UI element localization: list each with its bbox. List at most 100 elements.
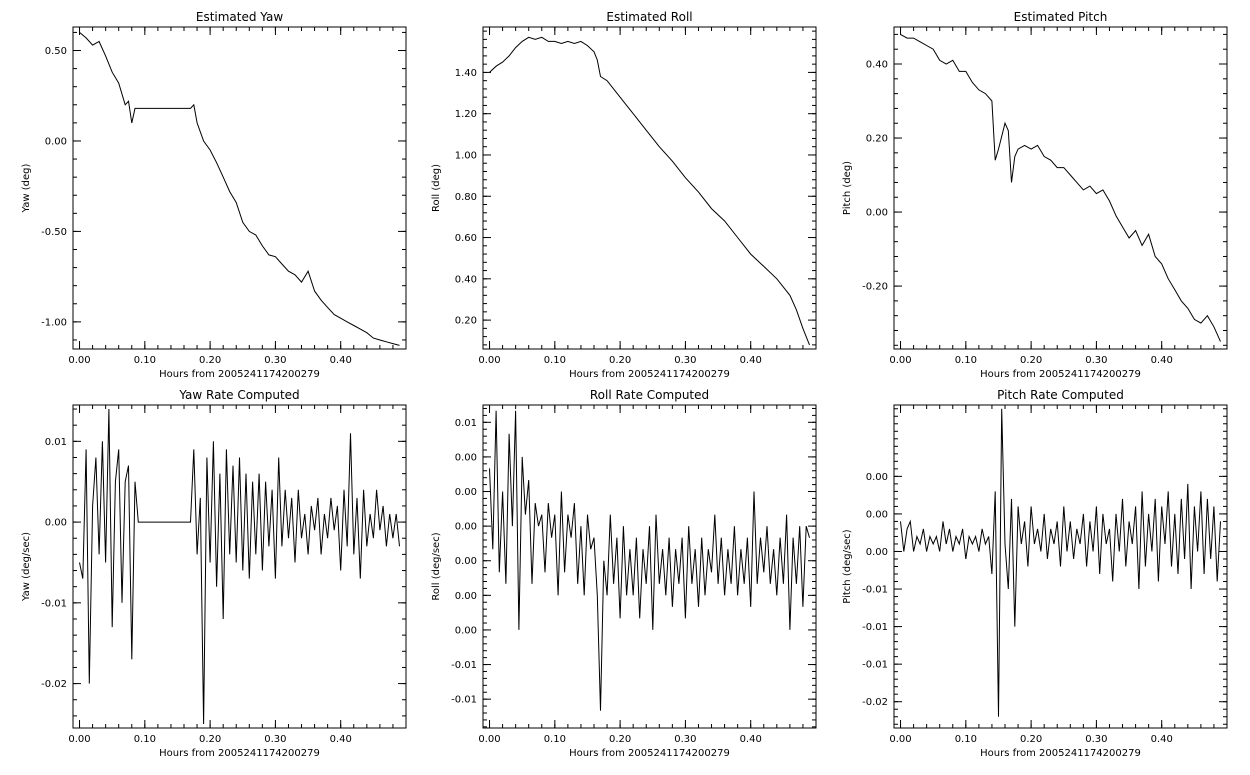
series-line	[489, 36, 810, 346]
x-tick-label: 0.40	[1151, 355, 1173, 366]
x-tick-label: 0.00	[478, 734, 500, 745]
plot-frame	[893, 26, 1228, 350]
y-tick-label: -0.50	[41, 227, 67, 238]
x-axis-label: Hours from 2005241174200279	[159, 748, 320, 759]
panel-estimated-roll: Estimated Roll Hours from 20052411742002…	[431, 10, 817, 380]
chart-title: Pitch Rate Computed	[997, 388, 1124, 402]
y-tick-label: -0.01	[41, 598, 67, 609]
y-tick-label: 0.00	[45, 518, 67, 529]
y-tick-label: 0.01	[455, 418, 477, 429]
plot-frame	[72, 26, 407, 350]
x-axis-label: Hours from 2005241174200279	[980, 369, 1141, 380]
y-axis-label: Yaw (deg/sec)	[21, 532, 32, 602]
y-tick-label: 1.40	[455, 68, 477, 79]
y-tick-label: -0.01	[451, 660, 477, 671]
panel-estimated-yaw: Estimated Yaw Hours from 200524117420027…	[21, 10, 407, 380]
chart-title: Yaw Rate Computed	[178, 388, 299, 402]
y-tick-label: 0.01	[45, 437, 67, 448]
series-line	[900, 408, 1221, 717]
chart-title: Roll Rate Computed	[590, 388, 709, 402]
chart-title: Estimated Pitch	[1014, 10, 1108, 24]
x-tick-label: 0.30	[674, 355, 696, 366]
y-tick-label: -0.01	[862, 585, 888, 596]
y-tick-label: -0.01	[451, 695, 477, 706]
x-tick-label: 0.30	[674, 734, 696, 745]
x-tick-label: 0.40	[330, 355, 352, 366]
x-tick-label: 0.20	[199, 355, 221, 366]
y-tick-label: 1.00	[455, 150, 477, 161]
y-tick-label: 0.00	[866, 208, 888, 219]
x-tick-label: 0.20	[1020, 355, 1042, 366]
x-tick-label: 0.10	[544, 355, 566, 366]
y-tick-label: 0.60	[455, 233, 477, 244]
x-tick-label: 0.10	[544, 734, 566, 745]
series-line	[79, 408, 400, 725]
x-tick-label: 0.30	[1085, 734, 1107, 745]
x-tick-label: 0.00	[889, 734, 911, 745]
y-tick-label: -0.02	[41, 679, 67, 690]
y-tick-label: -0.01	[862, 622, 888, 633]
panel-estimated-pitch: Estimated Pitch Hours from 2005241174200…	[842, 10, 1228, 380]
x-tick-label: 0.00	[889, 355, 911, 366]
y-tick-label: 0.40	[455, 274, 477, 285]
x-tick-label: 0.30	[1085, 355, 1107, 366]
x-tick-label: 0.10	[134, 734, 156, 745]
y-tick-label: 0.00	[455, 522, 477, 533]
y-tick-label: -0.02	[862, 697, 888, 708]
y-tick-label: -0.20	[862, 282, 888, 293]
y-tick-label: -0.01	[862, 660, 888, 671]
x-tick-label: 0.40	[1151, 734, 1173, 745]
x-tick-label: 0.40	[740, 355, 762, 366]
y-tick-label: 0.00	[455, 452, 477, 463]
x-tick-label: 0.20	[609, 355, 631, 366]
x-tick-label: 0.10	[955, 734, 977, 745]
y-tick-label: 0.00	[866, 509, 888, 520]
y-tick-label: 0.50	[45, 46, 67, 57]
x-axis-label: Hours from 2005241174200279	[159, 369, 320, 380]
y-tick-label: 0.00	[455, 487, 477, 498]
x-tick-label: 0.30	[264, 734, 286, 745]
y-tick-label: 0.00	[45, 136, 67, 147]
x-axis-label: Hours from 2005241174200279	[569, 369, 730, 380]
y-tick-label: 0.00	[866, 472, 888, 483]
plot-frame	[482, 404, 817, 729]
x-tick-label: 0.10	[955, 355, 977, 366]
y-axis-label: Yaw (deg)	[21, 163, 32, 213]
y-tick-label: 0.00	[866, 547, 888, 558]
chart-title: Estimated Roll	[606, 10, 692, 24]
x-tick-label: 0.10	[134, 355, 156, 366]
y-axis-label: Roll (deg/sec)	[431, 532, 442, 600]
series-line	[489, 410, 810, 711]
series-line	[79, 32, 400, 346]
x-tick-label: 0.20	[1020, 734, 1042, 745]
plot-frame	[482, 26, 817, 350]
y-tick-label: 0.20	[455, 316, 477, 327]
y-tick-label: -1.00	[41, 317, 67, 328]
x-tick-label: 0.40	[330, 734, 352, 745]
x-tick-label: 0.20	[199, 734, 221, 745]
x-tick-label: 0.30	[264, 355, 286, 366]
panel-roll-rate-computed: Roll Rate Computed Hours from 2005241174…	[431, 388, 817, 759]
y-tick-label: 0.00	[455, 591, 477, 602]
y-axis-label: Roll (deg)	[431, 164, 442, 212]
y-tick-label: 0.40	[866, 60, 888, 71]
panel-pitch-rate-computed: Pitch Rate Computed Hours from 200524117…	[842, 388, 1228, 759]
y-tick-label: 0.00	[455, 556, 477, 567]
x-tick-label: 0.20	[609, 734, 631, 745]
plot-frame	[72, 404, 407, 729]
y-tick-label: 1.20	[455, 109, 477, 120]
y-axis-label: Pitch (deg)	[842, 161, 853, 215]
y-axis-label: Pitch (deg/sec)	[842, 529, 853, 604]
x-axis-label: Hours from 2005241174200279	[569, 748, 730, 759]
x-tick-label: 0.00	[68, 734, 90, 745]
series-line	[900, 33, 1221, 342]
x-tick-label: 0.00	[478, 355, 500, 366]
x-axis-label: Hours from 2005241174200279	[980, 748, 1141, 759]
x-tick-label: 0.00	[68, 355, 90, 366]
y-tick-label: 0.00	[455, 625, 477, 636]
panel-yaw-rate-computed: Yaw Rate Computed Hours from 20052411742…	[21, 388, 407, 759]
chart-title: Estimated Yaw	[196, 10, 283, 24]
y-tick-label: 0.20	[866, 134, 888, 145]
y-tick-label: 0.80	[455, 192, 477, 203]
